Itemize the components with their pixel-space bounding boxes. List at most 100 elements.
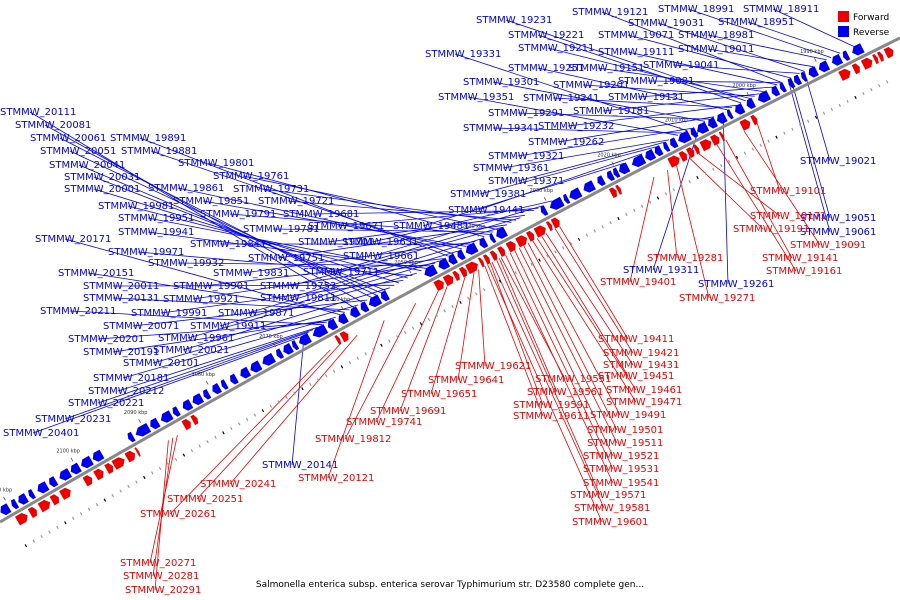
reverse-gene-label: STMMW_20021 xyxy=(153,345,229,356)
forward-leader-line xyxy=(327,320,385,479)
reverse-leader-line xyxy=(127,205,408,279)
reverse-feature-arrow xyxy=(262,352,276,366)
reverse-gene-label: STMMW_19301 xyxy=(463,77,539,88)
forward-leader-line xyxy=(518,247,618,444)
reverse-leader-line xyxy=(242,241,476,274)
forward-leader-line xyxy=(667,169,678,259)
forward-leader-line xyxy=(430,276,466,395)
reverse-gene-label: STMMW_20081 xyxy=(15,120,91,131)
ruler-dash xyxy=(340,365,344,369)
ruler-dash xyxy=(814,115,818,119)
forward-leader-line xyxy=(196,344,340,500)
forward-leader-line xyxy=(457,271,475,381)
reverse-gene-label: STMMW_19131 xyxy=(608,92,684,103)
ruler-dash xyxy=(862,91,865,96)
reverse-leader-line xyxy=(517,112,710,120)
ruler-dash xyxy=(443,309,446,313)
ruler-dash xyxy=(32,539,36,543)
ruler-dash xyxy=(135,480,138,484)
reverse-leader-line xyxy=(202,258,444,287)
reverse-feature-arrow xyxy=(842,50,851,61)
reverse-leader-line xyxy=(117,326,318,392)
forward-gene-label: STMMW_19551 xyxy=(535,374,611,385)
ruler-dash xyxy=(206,440,209,444)
reverse-leader-line xyxy=(502,139,670,169)
reverse-feature-arrow xyxy=(619,162,631,175)
scale-tick-mark xyxy=(205,380,209,385)
reverse-gene-label: STMMW_20181 xyxy=(93,373,169,384)
scale-tick-mark xyxy=(70,457,74,462)
forward-feature-arrow xyxy=(190,414,199,426)
ruler-dash xyxy=(530,262,533,266)
ruler-dash xyxy=(751,147,755,151)
reverse-feature-arrow xyxy=(381,290,390,302)
reverse-leader-line xyxy=(132,299,368,327)
reverse-feature-arrow xyxy=(540,205,549,216)
ruler-dash xyxy=(395,335,399,339)
reverse-feature-arrow xyxy=(757,90,771,103)
reverse-feature-arrow xyxy=(230,373,239,385)
forward-feature-arrow xyxy=(93,468,104,481)
reverse-gene-label: STMMW_19071 xyxy=(598,30,674,41)
reverse-leader-line xyxy=(657,22,805,72)
reverse-feature-arrow xyxy=(18,493,29,505)
reverse-feature-arrow xyxy=(283,343,294,355)
reverse-leader-line xyxy=(29,111,355,308)
forward-gene-label: STMMW_19421 xyxy=(603,348,679,359)
reverse-leader-line xyxy=(707,34,827,61)
ruler-dash xyxy=(490,283,494,288)
scale-tick-label: 2030 kbp xyxy=(530,188,554,194)
ruler-dash xyxy=(285,395,288,400)
forward-feature-arrow xyxy=(877,51,884,62)
forward-gene-label: STMMW_19591 xyxy=(513,400,589,411)
reverse-gene-label: STMMW_19021 xyxy=(800,156,876,167)
reverse-gene-label: STMMW_19341 xyxy=(463,123,539,134)
reverse-gene-label: STMMW_19891 xyxy=(110,133,186,144)
ruler-dash xyxy=(830,107,834,111)
reverse-leader-line xyxy=(192,263,435,300)
forward-feature-arrow xyxy=(82,475,93,487)
reverse-leader-line xyxy=(547,47,751,99)
ruler-dash xyxy=(554,250,557,254)
forward-feature-arrow xyxy=(477,257,485,268)
ruler-dash xyxy=(759,143,762,147)
forward-feature-arrow xyxy=(533,225,546,238)
forward-gene-label: STMMW_19491 xyxy=(590,410,666,421)
forward-leader-line xyxy=(498,258,558,393)
forward-feature-arrow xyxy=(667,155,680,168)
reverse-feature-arrow xyxy=(746,97,756,109)
reverse-gene-label: STMMW_20101 xyxy=(123,358,199,369)
reverse-gene-label: STMMW_19851 xyxy=(173,196,249,207)
reverse-gene-label: STMMW_19671 xyxy=(308,221,384,232)
forward-feature-arrow xyxy=(433,279,444,292)
reverse-leader-line xyxy=(219,260,440,327)
reverse-leader-line xyxy=(687,8,832,58)
scale-tick-label: 2080 kbp xyxy=(192,372,216,378)
forward-gene-label: STMMW_19451 xyxy=(598,371,674,382)
ruler-dash xyxy=(799,123,802,127)
ruler-dash xyxy=(609,221,612,225)
forward-feature-arrow xyxy=(15,513,28,526)
reverse-feature-arrow xyxy=(606,170,615,181)
reverse-gene-label: STMMW_19251 xyxy=(508,63,584,74)
forward-feature-arrow xyxy=(37,499,51,513)
ruler-dash xyxy=(174,457,178,462)
reverse-leader-line xyxy=(289,226,503,287)
forward-gene-label: STMMW_20261 xyxy=(140,509,216,520)
scale-tick-mark xyxy=(746,92,750,96)
forward-gene-label: STMMW_19191 xyxy=(733,224,809,235)
reverse-gene-label: STMMW_19201 xyxy=(553,80,629,91)
reverse-feature-arrow xyxy=(654,145,664,157)
reverse-gene-label: STMMW_19981 xyxy=(98,201,174,212)
ruler-dash xyxy=(822,111,826,115)
forward-leader-line xyxy=(629,176,655,283)
reverse-leader-line xyxy=(44,124,363,303)
ruler-dash xyxy=(119,489,122,493)
forward-leader-line xyxy=(725,139,793,259)
forward-feature-arrow xyxy=(505,241,516,253)
forward-feature-arrow xyxy=(497,246,506,257)
feature-track xyxy=(0,43,894,526)
ruler-dash xyxy=(625,212,628,217)
ruler-dash xyxy=(664,192,668,196)
forward-gene-label: STMMW_19561 xyxy=(527,387,603,398)
